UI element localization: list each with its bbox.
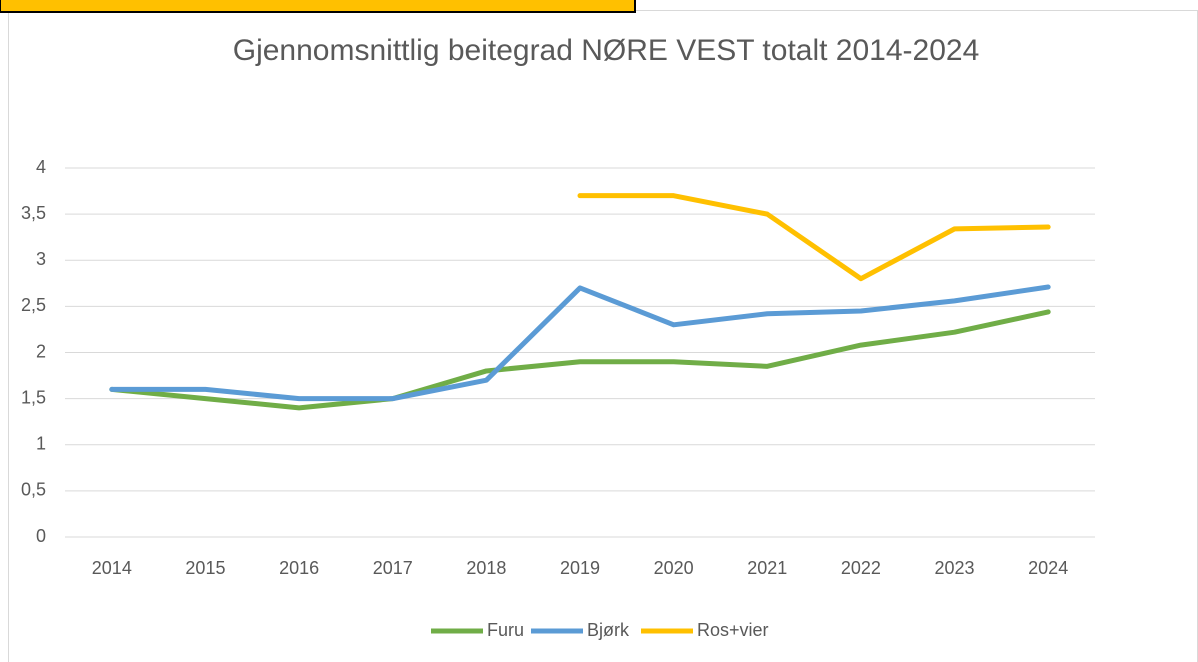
y-tick-label: 3,5 [21, 203, 46, 223]
y-tick-label: 2 [36, 341, 46, 361]
x-tick-label: 2020 [654, 558, 694, 578]
y-tick-label: 1,5 [21, 387, 46, 407]
y-tick-label: 1 [36, 434, 46, 454]
series-line [109, 284, 1051, 402]
y-tick-label: 0 [36, 526, 46, 546]
x-tick-label: 2024 [1028, 558, 1068, 578]
x-tick-label: 2023 [935, 558, 975, 578]
legend-label: Furu [487, 620, 524, 640]
x-tick-label: 2014 [92, 558, 132, 578]
x-tick-label: 2016 [279, 558, 319, 578]
series-line [109, 309, 1051, 411]
header-box [0, 0, 636, 13]
legend-label: Bjørk [587, 620, 630, 640]
chart-title: Gjennomsnittlig beitegrad NØRE VEST tota… [233, 34, 980, 67]
x-tick-label: 2017 [373, 558, 413, 578]
y-tick-label: 3 [36, 249, 46, 269]
y-tick-label: 4 [36, 157, 46, 177]
x-tick-label: 2015 [185, 558, 225, 578]
y-tick-label: 0,5 [21, 480, 46, 500]
legend-label: Ros+vier [697, 620, 769, 640]
x-tick-label: 2021 [747, 558, 787, 578]
y-tick-label: 2,5 [21, 295, 46, 315]
chart-frame [8, 10, 1198, 662]
x-tick-label: 2022 [841, 558, 881, 578]
series-line [577, 193, 1051, 282]
x-tick-label: 2019 [560, 558, 600, 578]
x-tick-label: 2018 [466, 558, 506, 578]
